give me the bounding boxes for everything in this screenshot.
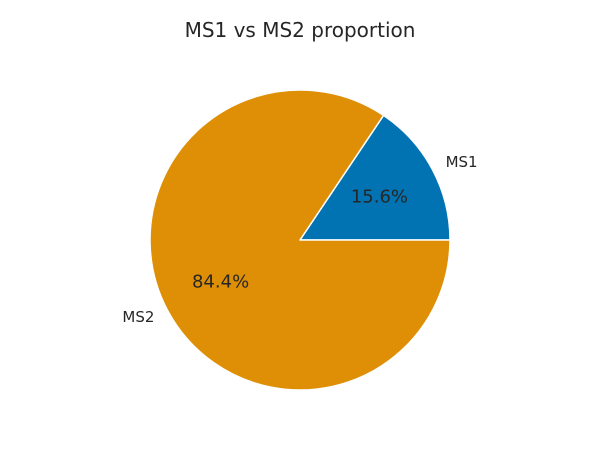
chart-title: MS1 vs MS2 proportion — [184, 18, 416, 42]
pie-slice-ms2 — [149, 89, 451, 391]
slice-label-ms2: MS2 — [122, 308, 154, 326]
slice-label-ms1: MS1 — [446, 153, 478, 171]
pct-label-ms2: 84.4% — [192, 271, 249, 292]
pct-label-ms1: 15.6% — [351, 187, 408, 208]
pie-slice-ms1 — [299, 114, 451, 241]
